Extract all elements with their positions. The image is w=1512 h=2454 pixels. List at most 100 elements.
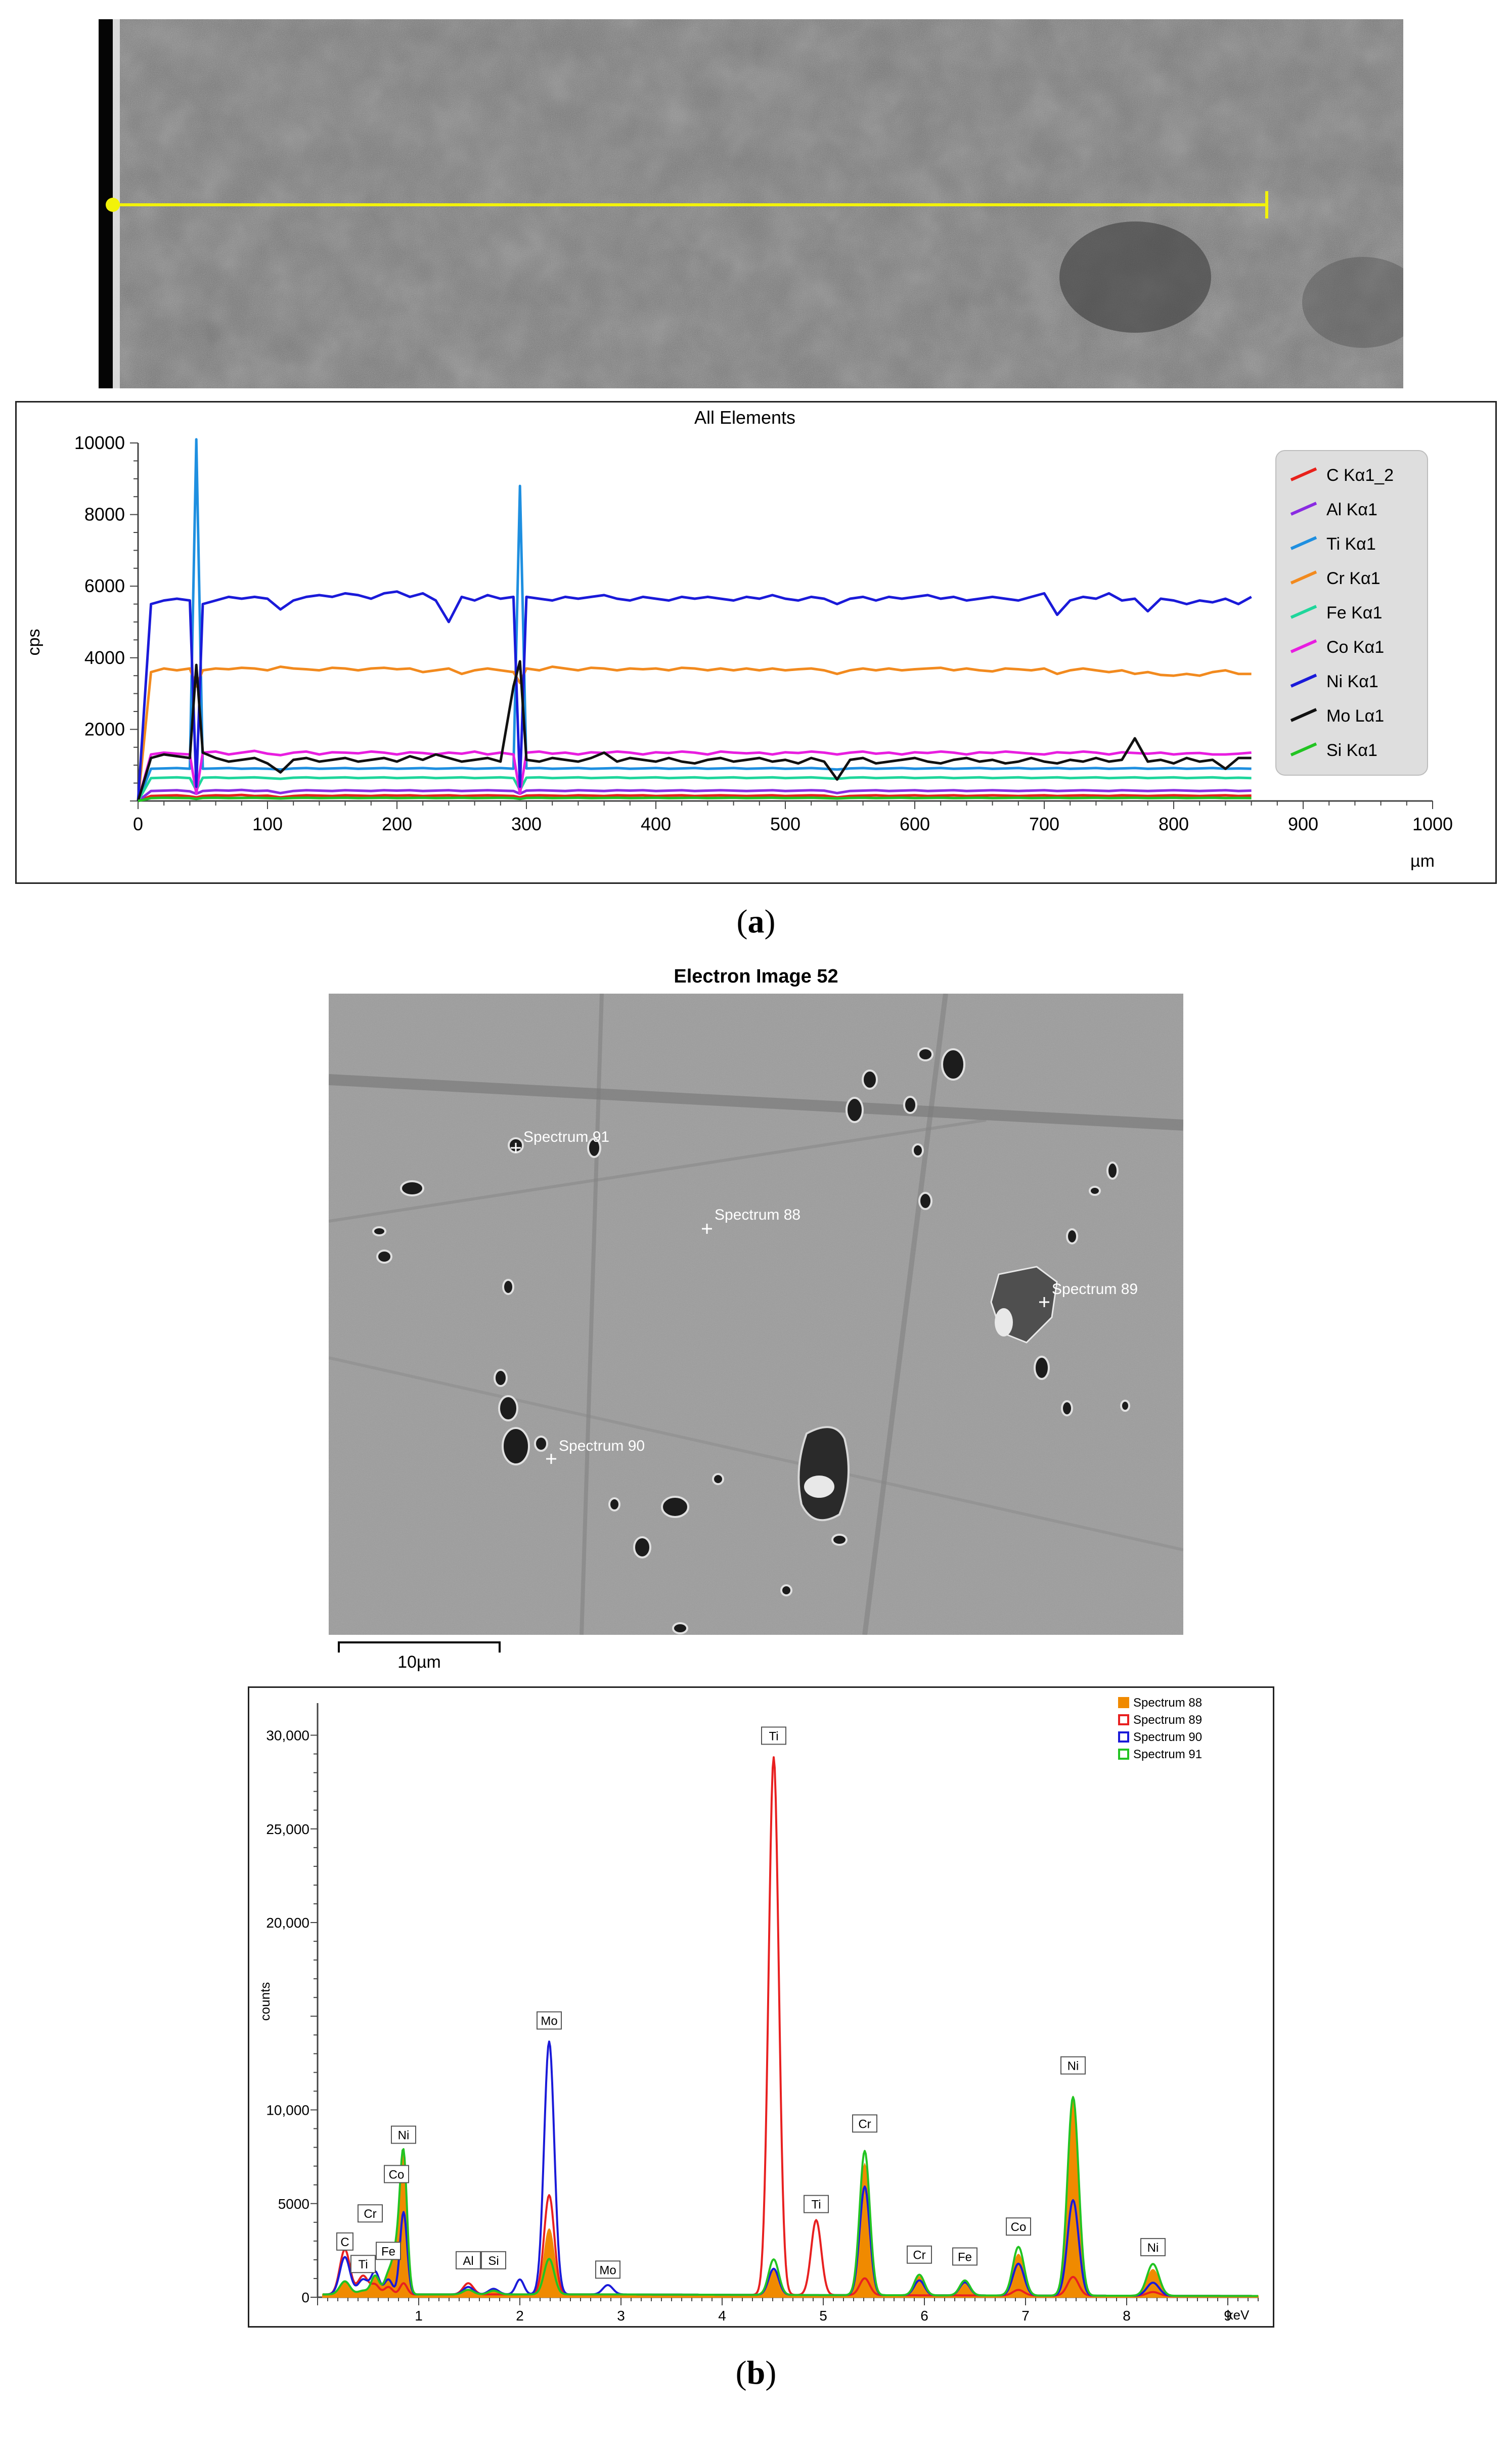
- electron-image-svg: Spectrum 91 Spectrum 88 Spectrum 89 Spectru…: [328, 993, 1184, 1635]
- chart-a-legend-label: Co Kα1: [1326, 638, 1384, 657]
- chart-a-series-line: [137, 776, 1252, 802]
- spectrum-markers: Spectrum 91 Spectrum 88 Spectrum 89 Spectru…: [511, 1129, 1138, 1464]
- chart-a-y-label: cps: [24, 629, 43, 656]
- caption-b-close: ): [765, 2354, 777, 2391]
- chart-b-peak-label: Co: [389, 2168, 405, 2181]
- chart-b-peak-label: Ni: [1068, 2060, 1079, 2073]
- chart-a-y-tick-label: 10000: [74, 432, 125, 453]
- chart-a-series-line: [137, 749, 1252, 801]
- spectrum-marker-label: Spectrum 88: [715, 1207, 801, 1223]
- eds-spectrum-panel: 1 2 3 4 5 6 7 8 9 0 5000 10,000 20,000 25,000 30,000 ke…: [248, 1686, 1274, 2328]
- caption-a-letter: a: [747, 903, 765, 940]
- chart-b-peak-label-box: [1006, 2217, 1031, 2236]
- caption-a-close: ): [764, 903, 776, 940]
- chart-b-x-tick-label: 2: [516, 2308, 524, 2324]
- scale-bar-label: 10µm: [397, 1653, 441, 1672]
- chart-a-legend-swatch: [1290, 708, 1317, 722]
- chart-a-legend-swatch: [1290, 570, 1317, 585]
- chart-a-legend-swatch: [1290, 674, 1317, 688]
- chart-b-legend-label: Spectrum 89: [1133, 1713, 1202, 1727]
- chart-b-peak-label-box: [391, 2125, 416, 2144]
- caption-b: (b): [0, 2354, 1512, 2392]
- sem-linescan-image: [99, 19, 1424, 388]
- chart-b-peak-label: Si: [488, 2254, 499, 2268]
- chart-b-legend-label: Spectrum 90: [1133, 1730, 1202, 1744]
- chart-b-legend-swatch: [1118, 1697, 1129, 1708]
- chart-a-legend-swatch: [1290, 467, 1317, 481]
- chart-a-x-tick-label: 200: [382, 814, 412, 834]
- chart-b-peak-label-box: [1060, 2056, 1086, 2075]
- eds-spectrum-chart: 1 2 3 4 5 6 7 8 9 0 5000 10,000 20,000 25,000 30,000 ke…: [257, 1696, 1259, 2324]
- chart-b-x-tick-label: 8: [1123, 2308, 1131, 2324]
- chart-b-peak-label-box: [761, 1726, 786, 1745]
- scale-bar: [338, 1641, 501, 1653]
- chart-b-peak-label-box: [804, 2195, 829, 2213]
- linescan-chart-panel: All Elements 0 100 200 300 400 500 600 700 800 900…: [15, 401, 1497, 884]
- chart-b-peak-label: C: [340, 2236, 349, 2249]
- chart-b-peak-label-box: [358, 2204, 383, 2223]
- chart-a-x-tick-label: 600: [900, 814, 930, 834]
- chart-a-legend-label: Cr Kα1: [1326, 569, 1381, 588]
- electron-image-title: Electron Image 52: [674, 966, 838, 987]
- chart-a-y-tick-label: 6000: [84, 575, 125, 596]
- chart-a-series-line: [137, 665, 1252, 801]
- chart-a-x-tick-label: 500: [770, 814, 801, 834]
- chart-a-legend-swatch: [1290, 536, 1317, 550]
- chart-b-peak-label: Cr: [913, 2249, 925, 2262]
- chart-a-legend-label: Ni Kα1: [1326, 672, 1378, 691]
- chart-a-x-tick-label: 0: [133, 814, 143, 834]
- chart-a-legend-swatch: [1290, 639, 1317, 653]
- caption-a: (a): [0, 903, 1512, 941]
- chart-a-legend-label: Fe Kα1: [1326, 603, 1382, 622]
- chart-b-peak-label: Ti: [811, 2198, 821, 2212]
- spectrum-marker-cross: [546, 1454, 556, 1464]
- chart-b-y-tick-label: 20,000: [266, 1915, 309, 1931]
- chart-b-legend-swatch: [1118, 1749, 1129, 1760]
- chart-b-peak-label-box: [1140, 2238, 1166, 2256]
- chart-b-x-tick-label: 9: [1224, 2308, 1232, 2324]
- chart-b-y-tick-label: 25,000: [266, 1821, 309, 1837]
- chart-a-series-line: [138, 796, 1252, 802]
- chart-b-legend-swatch: [1118, 1714, 1129, 1725]
- chart-a-series-line: [137, 590, 1252, 801]
- chart-b-legend-swatch: [1118, 1731, 1129, 1743]
- chart-a-series-line: [137, 438, 1252, 801]
- chart-b-peak-label-box: [384, 2165, 409, 2183]
- chart-a-series-line: [137, 788, 1252, 802]
- caption-b-letter: b: [746, 2354, 766, 2391]
- chart-b-peak-label: Cr: [858, 2117, 871, 2131]
- chart-a-title: All Elements: [694, 407, 795, 428]
- spectrum-marker-cross: [511, 1143, 521, 1153]
- chart-a-legend-swatch: [1290, 742, 1317, 756]
- chart-a-legend-label: Mo Lα1: [1326, 706, 1384, 726]
- chart-a-series-line: [138, 793, 1252, 802]
- chart-b-x-tick-label: 3: [617, 2308, 625, 2324]
- caption-b-open: (: [735, 2354, 747, 2391]
- linescan-chart: All Elements 0 100 200 300 400 500 600 700 800 900…: [24, 407, 1453, 871]
- chart-b-x-tick-label: 5: [819, 2308, 827, 2324]
- chart-b-legend-label: Spectrum 88: [1133, 1696, 1202, 1710]
- chart-a-y-tick-label: 8000: [84, 504, 125, 525]
- chart-b-x-tick-label: 4: [718, 2308, 726, 2324]
- chart-b-y-tick-label: 0: [301, 2290, 309, 2305]
- chart-a-x-tick-label: 100: [252, 814, 283, 834]
- chart-b-series-line: [323, 1756, 1258, 2297]
- chart-b-y-label: counts: [257, 1982, 273, 2021]
- chart-b-peak-label: Cr: [364, 2207, 376, 2221]
- chart-b-peak-label: Ni: [398, 2129, 410, 2143]
- chart-a-x-tick-label: 800: [1159, 814, 1189, 834]
- chart-b-peak-label-box: [595, 2260, 620, 2279]
- chart-a-x-tick-label: 400: [641, 814, 671, 834]
- chart-b-peak-label: Ni: [1147, 2241, 1159, 2255]
- spectrum-marker-cross: [1039, 1297, 1049, 1307]
- chart-b-x-tick-label: 7: [1021, 2308, 1030, 2324]
- chart-a-legend-swatch: [1290, 605, 1317, 619]
- caption-a-open: (: [736, 903, 748, 940]
- chart-b-y-tick-label: 30,000: [266, 1728, 309, 1744]
- chart-a-x-tick-label: 300: [511, 814, 542, 834]
- chart-b-peak-label: Ti: [769, 1729, 778, 1743]
- chart-b-series-line: [323, 2096, 1258, 2297]
- chart-a-y-tick-label: 4000: [84, 647, 125, 668]
- chart-a-x-tick-label: 1000: [1412, 814, 1453, 834]
- chart-a-legend-label: Al Kα1: [1326, 500, 1377, 519]
